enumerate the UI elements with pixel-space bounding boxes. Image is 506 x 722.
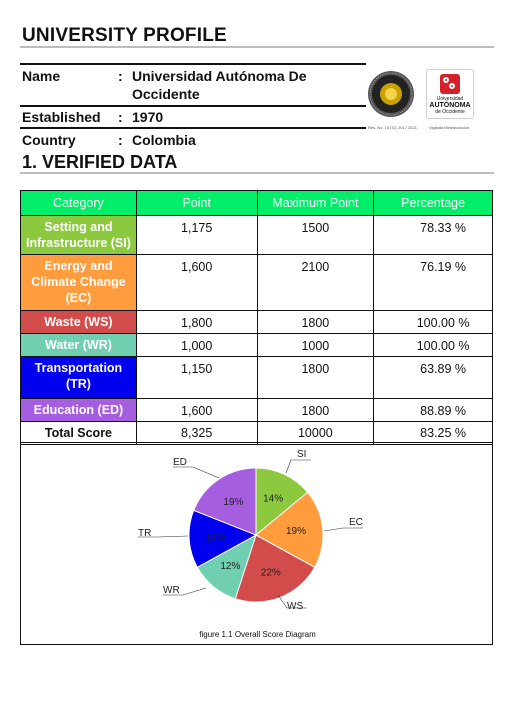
pie-category-label: ED [173,457,187,468]
pie-percent-label: 19% [223,497,243,508]
pie-slice-si [255,467,309,537]
point-cell: 1,150 [135,356,258,399]
percentage-cell: 78.33 % [373,215,493,255]
pie-leader-line [192,466,220,479]
pie-leader-line [277,594,288,609]
profile-divider-bottom [20,127,366,129]
pie-leader-line [157,535,189,538]
table-row: Energy and Climate Change (EC) 1,600 210… [20,254,493,311]
seal-caption: Res. No. 16743, 2017 2021 [368,125,417,130]
max-point-cell: 1800 [256,356,375,399]
category-cell: Energy and Climate Change (EC) [20,254,137,311]
percentage-cell: 88.89 % [373,398,493,422]
established-value: 1970 [132,109,164,125]
table-row: Setting and Infrastructure (SI) 1,175 15… [20,215,493,255]
name-value-line2: Occidente [132,86,200,102]
table-row: Transportation (TR) 1,150 1800 63.89 % [20,356,493,399]
max-point-cell: 1800 [256,310,375,334]
point-cell: 1,175 [135,215,258,255]
category-cell: Education (ED) [20,398,137,422]
pie-slice-ec [255,491,324,568]
percentage-cell: 76.19 % [373,254,493,311]
total-max-point: 10000 [256,421,375,445]
percentage-cell: 63.89 % [373,356,493,399]
percentage-cell: 100.00 % [373,333,493,357]
pie-category-label: SI [297,449,306,460]
point-cell: 1,000 [135,333,258,357]
logo-text-3: de Occidente [435,109,465,115]
logo-caption: Vigilada Mineducación [429,125,469,130]
name-value-line1: Universidad Autónoma De [132,68,307,84]
header-max-point: Maximum Point [256,190,375,216]
total-label: Total Score [20,421,137,445]
page-title: UNIVERSITY PROFILE [22,25,227,46]
header-category: Category [20,190,137,216]
point-cell: 1,800 [135,310,258,334]
max-point-cell: 1800 [256,398,375,422]
table-total-row: Total Score 8,325 10000 83.25 % [20,421,493,445]
pie-category-label: EC [349,517,363,528]
table-row: Education (ED) 1,600 1800 88.89 % [20,398,493,422]
pie-leader-line [285,459,292,474]
figure-caption: figure 1.1 Overall Score Diagram [199,630,316,639]
max-point-cell: 2100 [256,254,375,311]
point-cell: 1,600 [135,254,258,311]
established-label: Established [22,109,101,125]
name-label: Name [22,68,61,84]
pie-slice-tr [188,509,258,568]
pie-leader-line [182,587,207,596]
logo-text-2: AUTÓNOMA [429,102,471,109]
title-divider [20,46,494,48]
pie-slice-ed [193,467,257,536]
table-header-row: Category Point Maximum Point Percentage [20,190,493,216]
accreditation-seal-icon [368,71,414,117]
total-point: 8,325 [135,421,258,445]
category-cell: Setting and Infrastructure (SI) [20,215,137,255]
pie-percent-label: 19% [286,526,306,537]
table-row: Water (WR) 1,000 1000 100.00 % [20,333,493,357]
logo-text-1: Universidad [436,96,464,102]
established-colon: : [118,109,123,125]
percentage-cell: 100.00 % [373,310,493,334]
section-title: 1. VERIFIED DATA [22,152,178,172]
name-colon: : [118,68,123,84]
section-divider [20,172,494,174]
profile-divider-mid [20,105,366,107]
table-row: Waste (WS) 1,800 1800 100.00 % [20,310,493,334]
pie-slice-ws [234,534,316,603]
pie-percent-label: 14% [206,533,226,544]
pie-leader-line [323,527,344,532]
university-logo: Universidad AUTÓNOMA de Occidente [426,69,474,119]
header-percentage: Percentage [373,190,493,216]
pie-percent-label: 12% [220,561,240,572]
profile-divider-top [20,63,366,65]
category-cell: Waste (WS) [20,310,137,334]
country-label: Country [22,132,76,148]
category-cell: Transportation (TR) [20,356,137,399]
header-point: Point [135,190,258,216]
pie-category-label: WR [163,585,180,596]
max-point-cell: 1500 [256,215,375,255]
point-cell: 1,600 [135,398,258,422]
pie-percent-label: 14% [263,494,283,505]
category-cell: Water (WR) [20,333,137,357]
pie-percent-label: 22% [261,567,281,578]
overall-score-pie-chart: 14% SI 19% EC 22% WS 12% WR 14% TR 19% ED [138,449,363,612]
university-logo-icon [440,74,460,94]
pie-category-label: TR [138,528,151,539]
pie-category-label: WS [287,601,303,612]
country-colon: : [118,132,123,148]
total-percentage: 83.25 % [373,421,493,445]
chart-panel: 14% SI 19% EC 22% WS 12% WR 14% TR 19% ED figure 1.… [20,442,493,645]
country-value: Colombia [132,132,196,148]
verified-data-table: Category Point Maximum Point Percentage … [20,190,493,445]
max-point-cell: 1000 [256,333,375,357]
